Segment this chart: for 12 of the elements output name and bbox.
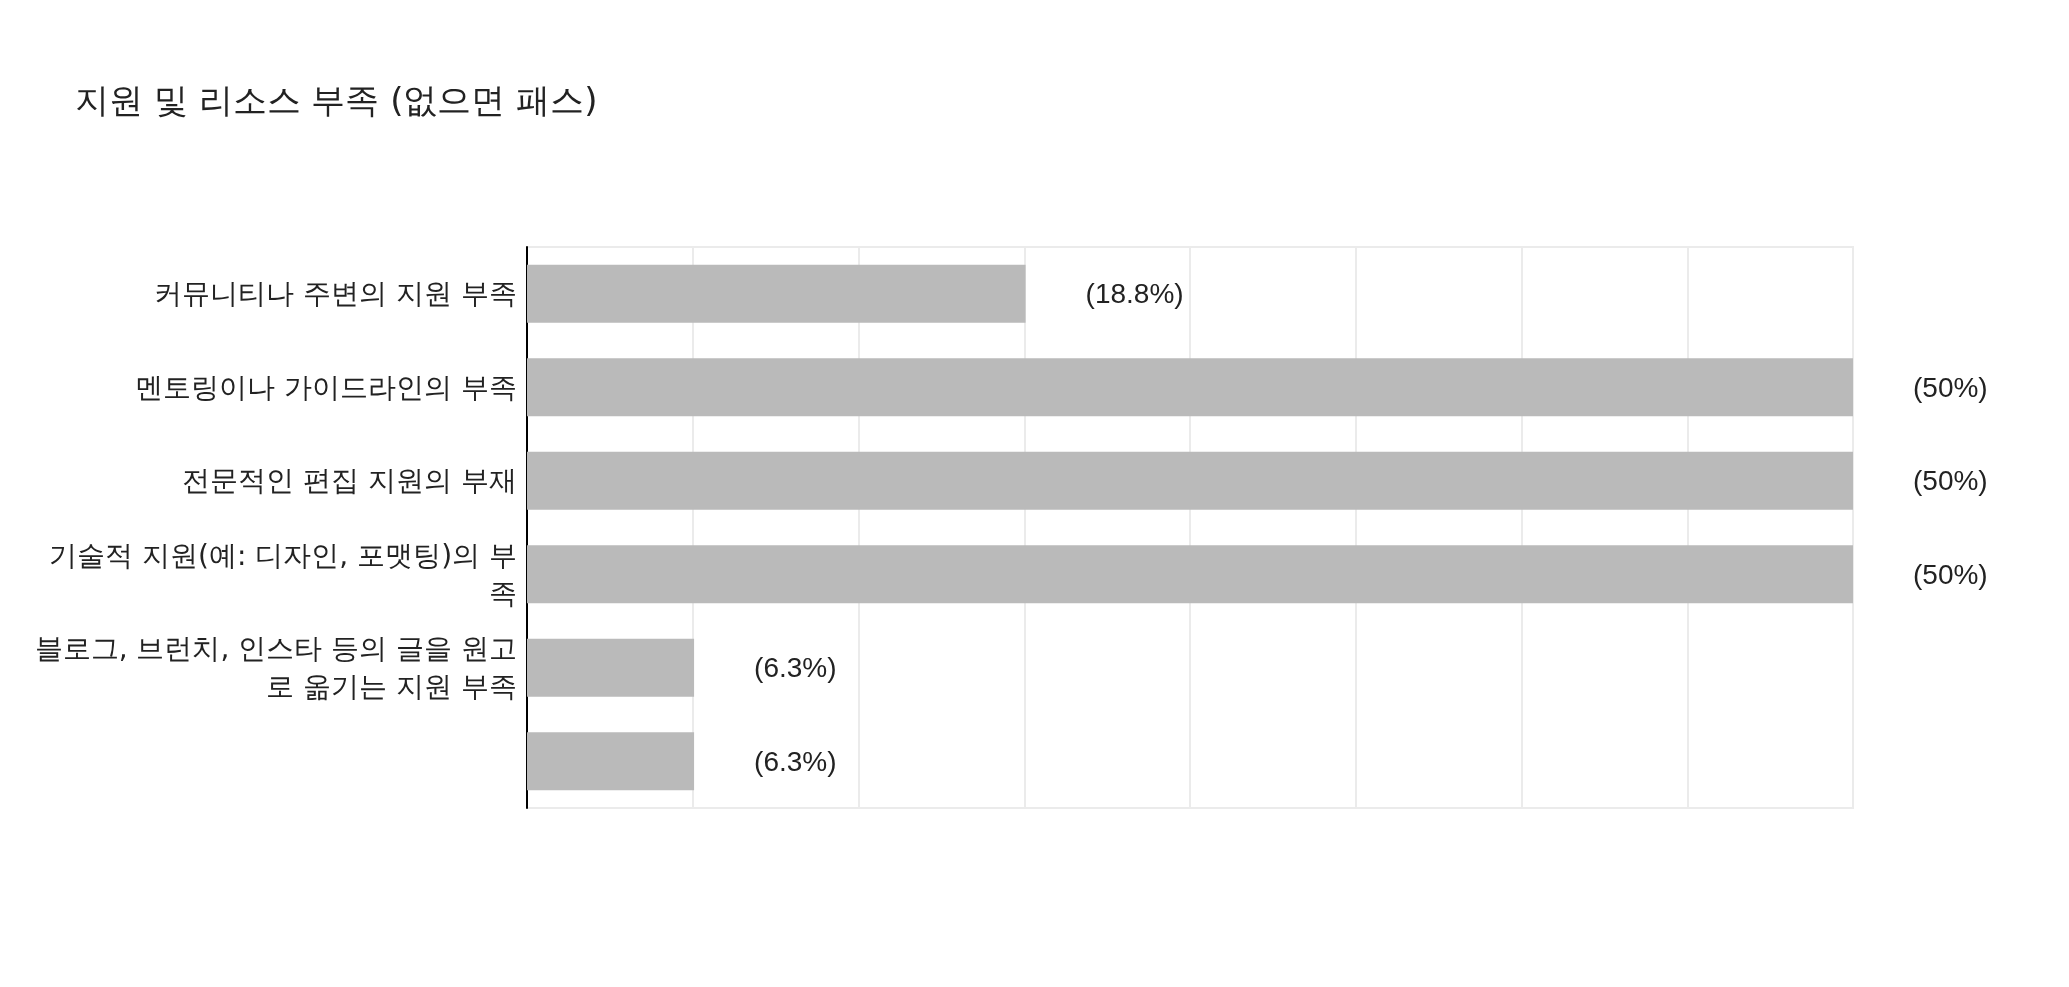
data-label: (50%) [1913, 558, 1988, 590]
chart-title: 지원 및 리소스 부족 (없으면 패스) [75, 80, 598, 120]
y-tick-label: 기술적 지원(예: 디자인, 포맷팅)의 부족 [49, 538, 517, 610]
y-tick-label: 블로그, 브런치, 인스타 등의 글을 원고로 옮기는 지원 부족 [34, 632, 517, 704]
data-label: (50%) [1913, 371, 1988, 403]
data-label: (6.3%) [754, 745, 837, 777]
data-label: (50%) [1913, 465, 1988, 497]
y-tick-label: 멘토링이나 가이드라인의 부족 [135, 370, 517, 404]
data-label: (6.3%) [754, 652, 837, 684]
y-tick-label: 커뮤니티나 주변의 지원 부족 [154, 277, 517, 311]
data-label: (18.8%) [1085, 278, 1184, 310]
y-tick-label: 전문적인 편집 지원의 부재 [182, 464, 517, 498]
